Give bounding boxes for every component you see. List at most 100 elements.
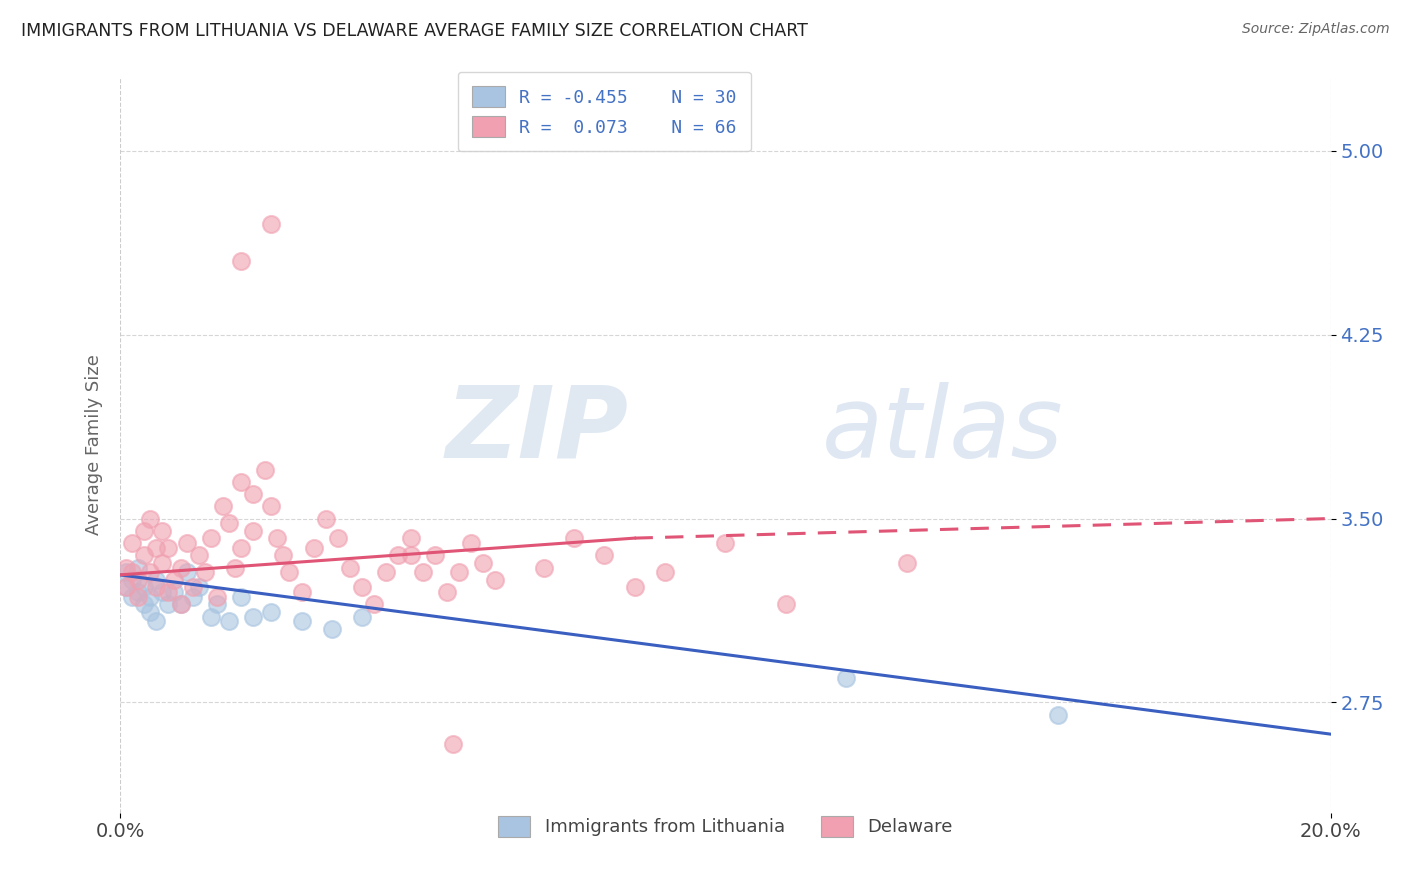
Point [339,560,361,574]
Point [139,511,162,525]
Point [139,605,162,619]
Point [278,566,301,580]
Point [200,609,222,624]
Point [387,549,409,563]
Point [352,580,374,594]
Point [472,556,495,570]
Point [157,585,180,599]
Point [134,549,156,563]
Point [145,580,167,594]
Point [150,524,173,538]
Point [273,549,295,563]
Point [157,597,180,611]
Point [145,615,167,629]
Point [176,536,198,550]
Point [315,511,337,525]
Point [441,737,464,751]
Point [260,605,283,619]
Point [205,597,228,611]
Point [127,590,149,604]
Point [139,566,162,580]
Point [200,531,222,545]
Point [163,573,186,587]
Point [127,560,149,574]
Point [260,500,283,514]
Text: IMMIGRANTS FROM LITHUANIA VS DELAWARE AVERAGE FAMILY SIZE CORRELATION CHART: IMMIGRANTS FROM LITHUANIA VS DELAWARE AV… [21,22,808,40]
Point [150,556,173,570]
Point [447,566,470,580]
Point [121,566,143,580]
Point [121,573,143,587]
Point [181,590,204,604]
Point [157,541,180,555]
Point [229,254,252,268]
Point [436,585,458,599]
Point [533,560,555,574]
Point [302,541,325,555]
Point [127,573,149,587]
Legend: Immigrants from Lithuania, Delaware: Immigrants from Lithuania, Delaware [491,809,960,844]
Point [484,573,506,587]
Point [134,580,156,594]
Point [163,585,186,599]
Point [423,549,446,563]
Point [187,580,209,594]
Point [290,585,312,599]
Point [150,585,173,599]
Point [115,560,138,574]
Point [593,549,616,563]
Point [375,566,398,580]
Point [654,566,676,580]
Point [242,609,264,624]
Point [352,609,374,624]
Point [169,560,191,574]
Point [187,549,209,563]
Point [562,531,585,545]
Point [714,536,737,550]
Point [1047,707,1070,722]
Point [145,573,167,587]
Point [224,560,246,574]
Point [229,541,252,555]
Point [212,500,235,514]
Point [290,615,312,629]
Point [115,580,138,594]
Point [254,462,277,476]
Point [169,597,191,611]
Point [835,671,858,685]
Point [623,580,645,594]
Point [121,590,143,604]
Point [115,566,138,580]
Text: atlas: atlas [823,382,1064,479]
Point [229,590,252,604]
Point [412,566,434,580]
Point [139,590,162,604]
Point [194,566,217,580]
Point [218,516,240,531]
Point [363,597,385,611]
Point [460,536,482,550]
Point [176,566,198,580]
Point [205,590,228,604]
Point [775,597,797,611]
Point [218,615,240,629]
Text: ZIP: ZIP [446,382,628,479]
Point [127,585,149,599]
Point [321,622,343,636]
Point [242,487,264,501]
Text: Source: ZipAtlas.com: Source: ZipAtlas.com [1241,22,1389,37]
Point [326,531,349,545]
Point [229,475,252,489]
Point [260,218,283,232]
Point [134,524,156,538]
Point [399,549,422,563]
Point [169,597,191,611]
Point [134,597,156,611]
Point [145,541,167,555]
Point [266,531,288,545]
Point [115,580,138,594]
Point [399,531,422,545]
Y-axis label: Average Family Size: Average Family Size [86,354,103,535]
Point [181,580,204,594]
Point [121,536,143,550]
